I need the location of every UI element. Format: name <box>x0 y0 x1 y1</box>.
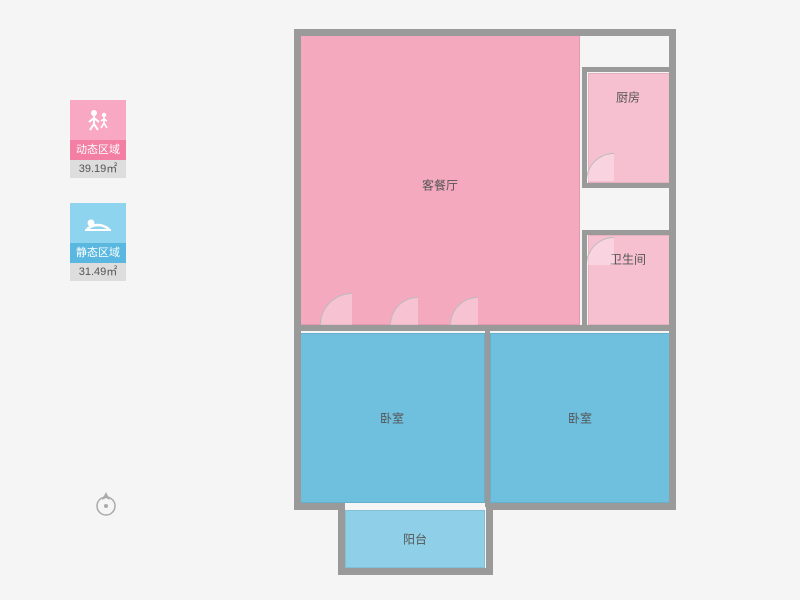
wall-segment <box>486 503 676 510</box>
legend-static-icon <box>70 203 126 243</box>
wall-segment <box>582 67 587 187</box>
floorplan: 客餐厅 厨房卫生间卧室 卧室阳台 <box>290 25 680 580</box>
sleep-icon <box>83 213 113 233</box>
room-label-living: 客餐厅 <box>422 177 458 194</box>
wall-segment <box>338 568 493 575</box>
legend-panel: 动态区域 39.19㎡ 静态区域 31.49㎡ <box>70 100 126 306</box>
legend-static-label: 静态区域 <box>70 243 126 263</box>
compass-icon <box>92 490 120 518</box>
wall-segment <box>669 29 676 509</box>
wall-segment <box>338 503 345 573</box>
room-label-kitchen: 厨房 <box>616 89 640 106</box>
legend-static: 静态区域 31.49㎡ <box>70 203 126 281</box>
legend-dynamic-value: 39.19㎡ <box>70 160 126 178</box>
wall-segment <box>485 325 490 507</box>
room-label-bathroom: 卫生间 <box>610 251 646 268</box>
wall-segment <box>486 503 493 573</box>
wall-segment <box>294 503 344 510</box>
wall-segment <box>582 183 674 188</box>
people-icon <box>84 108 112 132</box>
legend-dynamic-icon <box>70 100 126 140</box>
wall-segment <box>582 230 674 235</box>
room-label-bedroom1: 卧室 <box>380 410 404 427</box>
legend-static-value: 31.49㎡ <box>70 263 126 281</box>
legend-dynamic: 动态区域 39.19㎡ <box>70 100 126 178</box>
room-label-balcony: 阳台 <box>403 531 427 548</box>
room-label-bedroom2: 卧室 <box>568 410 592 427</box>
wall-segment <box>294 29 301 509</box>
wall-segment <box>582 67 674 72</box>
wall-segment <box>582 230 587 328</box>
legend-dynamic-label: 动态区域 <box>70 140 126 160</box>
wall-segment <box>294 29 676 36</box>
